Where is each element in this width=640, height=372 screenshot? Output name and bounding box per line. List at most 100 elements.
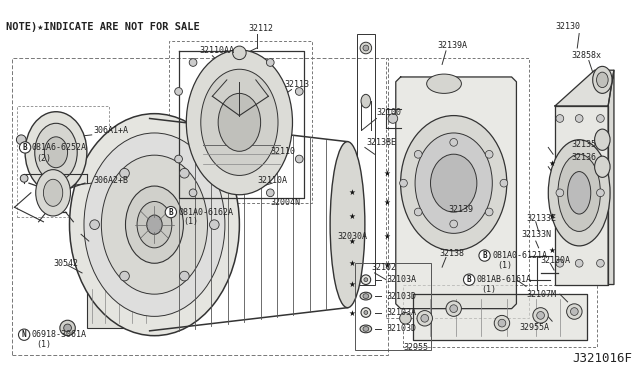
Text: (1): (1): [482, 285, 497, 294]
Text: NOTE)★INDICATE ARE NOT FOR SALE: NOTE)★INDICATE ARE NOT FOR SALE: [6, 22, 200, 32]
Text: 32858x: 32858x: [572, 51, 602, 60]
Text: 081AB-6161A: 081AB-6161A: [477, 275, 532, 284]
Ellipse shape: [44, 179, 63, 206]
Polygon shape: [555, 70, 614, 106]
Circle shape: [209, 220, 219, 230]
Circle shape: [175, 155, 182, 163]
Circle shape: [364, 278, 368, 282]
Text: (1): (1): [184, 217, 198, 226]
Text: ★: ★: [349, 237, 356, 246]
Ellipse shape: [44, 137, 68, 168]
Text: 32139: 32139: [449, 205, 474, 214]
Bar: [386, 58, 529, 318]
Circle shape: [360, 42, 372, 54]
Bar: [357, 33, 374, 285]
Text: (1): (1): [36, 340, 52, 349]
Circle shape: [570, 308, 578, 315]
Text: 32103A: 32103A: [386, 275, 416, 284]
Ellipse shape: [35, 123, 77, 181]
Text: 32130A: 32130A: [541, 256, 571, 265]
Text: 32102: 32102: [372, 263, 397, 272]
Bar: [17, 106, 109, 217]
Polygon shape: [396, 77, 516, 309]
Ellipse shape: [360, 292, 372, 300]
Text: (1): (1): [497, 261, 512, 270]
Text: ★: ★: [349, 259, 356, 268]
Ellipse shape: [596, 72, 608, 87]
Text: ★: ★: [383, 169, 390, 178]
Ellipse shape: [125, 186, 184, 263]
Polygon shape: [608, 70, 614, 285]
Circle shape: [485, 150, 493, 158]
Circle shape: [537, 311, 545, 319]
Circle shape: [189, 189, 197, 197]
Text: B: B: [23, 143, 28, 152]
Circle shape: [296, 87, 303, 95]
Circle shape: [17, 135, 26, 145]
Circle shape: [421, 314, 429, 322]
Ellipse shape: [101, 155, 207, 294]
Bar: [169, 41, 312, 203]
Text: 32139A: 32139A: [437, 41, 467, 49]
Polygon shape: [413, 294, 587, 340]
Circle shape: [556, 189, 564, 197]
Text: 32103A: 32103A: [386, 308, 416, 317]
Text: ★: ★: [548, 159, 556, 169]
Ellipse shape: [330, 142, 365, 308]
Ellipse shape: [427, 74, 461, 93]
Circle shape: [180, 271, 189, 281]
Circle shape: [446, 301, 461, 316]
Ellipse shape: [401, 116, 507, 251]
Ellipse shape: [595, 156, 610, 177]
Circle shape: [596, 115, 604, 122]
Text: ★: ★: [383, 232, 390, 241]
Text: 32130: 32130: [555, 22, 580, 31]
Ellipse shape: [593, 66, 612, 93]
Circle shape: [450, 138, 458, 146]
Circle shape: [361, 308, 371, 317]
Circle shape: [361, 275, 371, 285]
Ellipse shape: [361, 94, 371, 108]
Ellipse shape: [84, 133, 225, 316]
Circle shape: [266, 59, 274, 66]
Text: B: B: [483, 251, 487, 260]
Circle shape: [575, 115, 583, 122]
Ellipse shape: [363, 294, 369, 298]
Circle shape: [414, 208, 422, 216]
Ellipse shape: [558, 154, 600, 231]
Ellipse shape: [36, 170, 70, 216]
Circle shape: [485, 208, 493, 216]
Ellipse shape: [415, 133, 492, 233]
Ellipse shape: [431, 154, 477, 212]
Circle shape: [388, 114, 397, 123]
Text: ★: ★: [349, 188, 356, 197]
Text: 32133E: 32133E: [526, 214, 556, 223]
Circle shape: [64, 324, 72, 332]
Text: 306A2+B: 306A2+B: [93, 176, 129, 185]
Bar: [403, 285, 596, 347]
Circle shape: [596, 259, 604, 267]
Circle shape: [399, 312, 412, 324]
Text: (2): (2): [36, 154, 52, 163]
Circle shape: [189, 59, 197, 66]
Text: N: N: [22, 330, 26, 339]
Circle shape: [180, 169, 189, 178]
Ellipse shape: [360, 325, 372, 333]
Polygon shape: [555, 106, 608, 285]
Ellipse shape: [25, 112, 87, 193]
Circle shape: [498, 319, 506, 327]
Circle shape: [232, 46, 246, 60]
Text: 32103D: 32103D: [386, 324, 416, 333]
Ellipse shape: [201, 69, 278, 176]
Text: 32030A: 32030A: [338, 232, 368, 241]
Ellipse shape: [137, 202, 172, 248]
Text: B: B: [168, 208, 173, 217]
Ellipse shape: [70, 114, 239, 336]
Circle shape: [417, 311, 433, 326]
Text: 32136: 32136: [572, 153, 596, 161]
Text: ★: ★: [548, 212, 556, 221]
Ellipse shape: [568, 171, 591, 214]
Text: J321016F: J321016F: [572, 352, 632, 365]
Text: 06918-3061A: 06918-3061A: [32, 330, 87, 339]
Ellipse shape: [548, 140, 610, 246]
